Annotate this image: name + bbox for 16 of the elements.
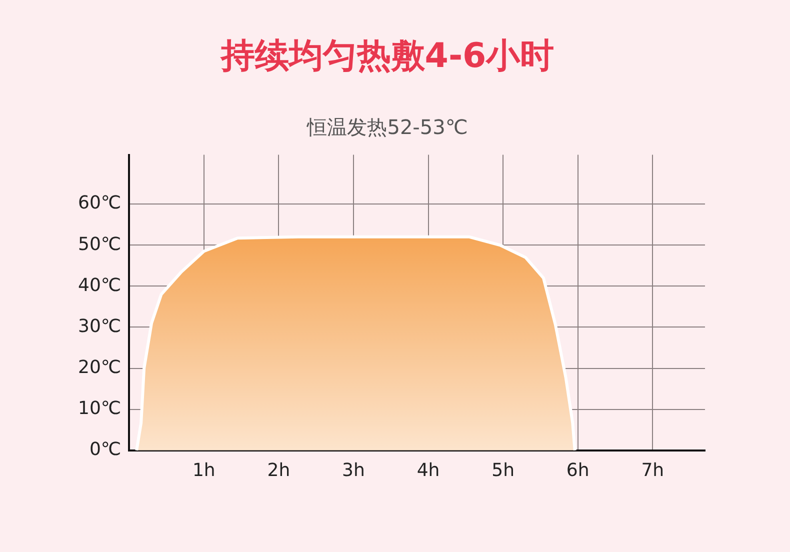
x-tick-label: 7h: [641, 460, 664, 481]
y-tick-label: 60℃: [78, 192, 122, 214]
x-tick-label: 6h: [566, 460, 590, 481]
x-tick-label: 5h: [492, 460, 515, 481]
x-tick-label: 4h: [416, 460, 440, 481]
y-tick-label: 30℃: [78, 316, 122, 337]
x-tick-label: 3h: [342, 460, 365, 481]
y-tick-label: 10℃: [78, 398, 122, 420]
y-tick-label: 40℃: [78, 274, 122, 296]
chart-subtitle: 恒温发热52-53℃: [306, 115, 468, 140]
y-tick-label: 20℃: [78, 356, 122, 378]
y-tick-label: 0℃: [89, 439, 122, 460]
x-tick-label: 2h: [267, 460, 290, 481]
x-tick-label: 1h: [192, 460, 216, 481]
y-tick-label: 50℃: [78, 234, 122, 255]
chart-title: 持续均匀热敷4-6小时: [218, 36, 554, 76]
